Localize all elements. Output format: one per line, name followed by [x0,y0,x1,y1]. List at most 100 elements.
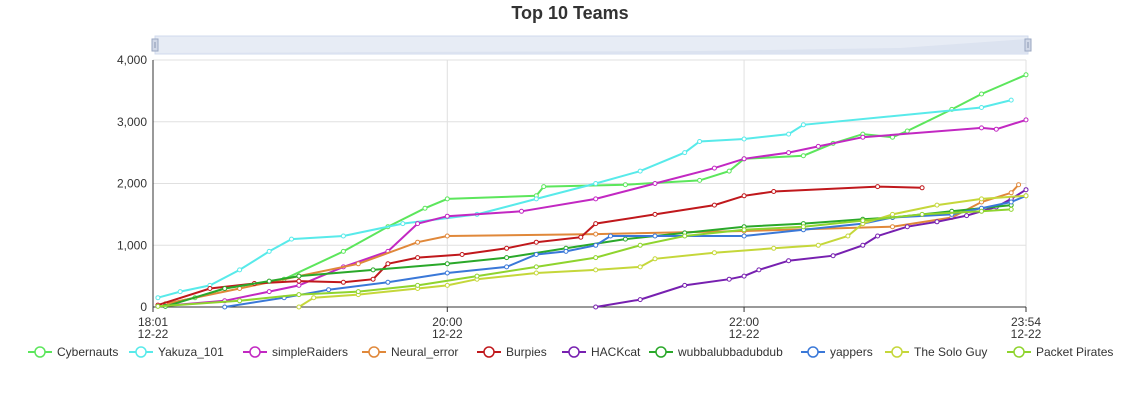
data-point[interactable] [815,242,821,248]
data-point[interactable] [177,289,183,295]
data-point[interactable] [979,196,984,202]
data-point[interactable] [682,233,688,239]
data-point[interactable] [637,264,643,270]
data-point[interactable] [474,273,480,279]
data-point[interactable] [415,221,421,227]
data-point[interactable] [741,233,747,239]
data-point[interactable] [830,253,836,259]
data-point[interactable] [340,248,346,254]
series-hackcat[interactable] [593,187,1029,310]
legend-item[interactable]: simpleRaiders [243,345,348,359]
data-point[interactable] [786,150,792,156]
data-point[interactable] [964,213,970,219]
data-point[interactable] [608,233,613,239]
data-point[interactable] [578,234,584,240]
data-point[interactable] [815,143,821,149]
data-point[interactable] [222,304,228,310]
data-point[interactable] [622,236,628,242]
data-point[interactable] [266,248,272,254]
data-zoom-slider[interactable] [151,35,1032,55]
data-point[interactable] [422,205,428,211]
data-point[interactable] [711,165,717,171]
series-burpies[interactable] [155,184,925,308]
data-point[interactable] [459,252,465,257]
data-point[interactable] [266,289,272,295]
zoom-handle-left[interactable] [151,38,159,52]
data-point[interactable] [415,282,421,288]
data-point[interactable] [622,182,628,188]
data-point[interactable] [1023,72,1029,78]
data-point[interactable] [533,239,539,245]
legend-item[interactable]: Burpies [477,345,547,359]
data-point[interactable] [697,139,703,144]
data-point[interactable] [444,282,450,288]
data-point[interactable] [711,250,717,256]
data-point[interactable] [533,264,539,270]
data-point[interactable] [444,233,450,239]
data-point[interactable] [726,168,732,174]
data-point[interactable] [800,224,806,230]
data-point[interactable] [400,221,406,227]
data-point[interactable] [355,289,361,295]
data-point[interactable] [741,156,747,162]
data-point[interactable] [1008,206,1014,212]
data-point[interactable] [860,134,866,140]
data-point[interactable] [1016,182,1022,188]
data-point[interactable] [979,125,984,131]
data-point[interactable] [1008,190,1014,196]
data-point[interactable] [741,273,747,279]
data-point[interactable] [296,278,302,284]
data-point[interactable] [593,255,599,261]
data-point[interactable] [504,255,510,261]
data-point[interactable] [370,276,376,282]
data-point[interactable] [444,270,450,276]
data-point[interactable] [237,267,243,273]
data-point[interactable] [563,248,569,254]
data-point[interactable] [875,184,881,190]
legend-item[interactable]: Yakuza_101 [129,345,224,359]
data-point[interactable] [415,239,421,245]
data-point[interactable] [222,286,228,291]
series-simpleraiders[interactable] [162,117,1029,309]
data-point[interactable] [355,261,361,267]
data-point[interactable] [904,128,910,134]
data-point[interactable] [875,233,881,239]
data-point[interactable] [786,131,792,137]
data-point[interactable] [904,224,910,230]
data-point[interactable] [845,233,851,239]
data-point[interactable] [504,264,510,270]
data-point[interactable] [1008,97,1014,103]
data-point[interactable] [444,213,450,219]
data-point[interactable] [237,298,243,304]
data-point[interactable] [207,286,213,291]
data-point[interactable] [533,252,539,257]
data-point[interactable] [979,105,984,110]
data-point[interactable] [370,267,376,273]
data-point[interactable] [934,202,940,208]
data-point[interactable] [593,304,599,310]
data-point[interactable] [771,189,777,194]
data-point[interactable] [504,245,510,251]
data-point[interactable] [593,181,599,186]
data-point[interactable] [415,255,421,261]
data-point[interactable] [890,211,895,217]
legend-item[interactable]: Neural_error [362,345,458,359]
data-point[interactable] [296,273,302,279]
data-point[interactable] [444,196,450,202]
data-point[interactable] [741,136,747,142]
data-point[interactable] [697,177,703,183]
data-point[interactable] [266,278,272,284]
zoom-handle-right[interactable] [1024,38,1032,52]
data-point[interactable] [593,231,599,237]
data-point[interactable] [296,282,302,288]
data-point[interactable] [1023,187,1029,193]
series-yakuza-101[interactable] [155,97,1014,301]
data-point[interactable] [311,295,317,301]
data-point[interactable] [741,227,747,233]
data-point[interactable] [890,224,895,230]
data-point[interactable] [637,168,643,174]
data-point[interactable] [289,236,294,242]
data-point[interactable] [1023,117,1029,123]
data-point[interactable] [296,304,302,310]
data-point[interactable] [652,233,658,239]
